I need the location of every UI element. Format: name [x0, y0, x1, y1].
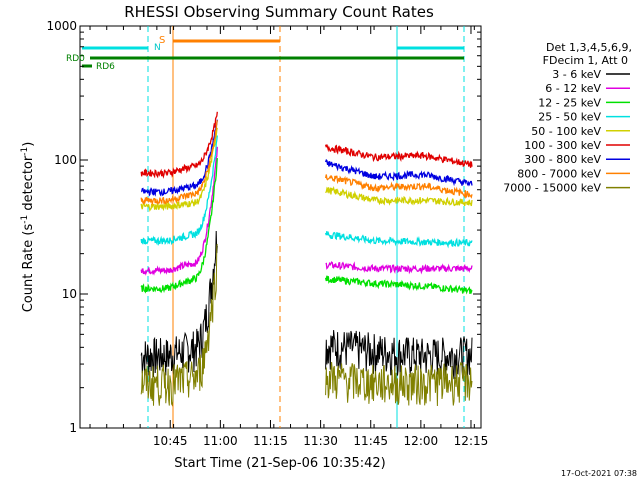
flag-label-rd0: RD0: [66, 54, 85, 64]
chart-title: RHESSI Observing Summary Count Rates: [124, 3, 434, 21]
x-tick-label: 12:15: [454, 434, 489, 448]
series-line-0: [140, 230, 473, 380]
series-line-6: [141, 119, 473, 197]
legend-label-2: 12 - 25 keV: [538, 96, 601, 109]
y-tick-label: 1: [69, 421, 77, 435]
timestamp: 17-Oct-2021 07:38: [561, 469, 637, 478]
series-line-7: [140, 120, 473, 207]
legend-label-6: 300 - 800 keV: [524, 153, 601, 166]
x-tick-label: 11:45: [353, 434, 388, 448]
x-tick-label: 11:15: [253, 434, 288, 448]
legend-header-line-2: FDecim 1, Att 0: [543, 54, 628, 67]
x-tick-label: 12:00: [404, 434, 439, 448]
legend-label-0: 3 - 6 keV: [552, 68, 601, 81]
y-tick-label: 1000: [46, 19, 77, 33]
series-line-1: [140, 146, 473, 276]
series-line-5: [140, 111, 473, 179]
legend-label-7: 800 - 7000 keV: [517, 167, 601, 180]
status-flags: [82, 39, 464, 68]
series-lines: [140, 111, 473, 407]
y-axis: 1 10 100 1000: [46, 19, 481, 435]
series-line-8: [140, 243, 473, 407]
x-tick-label: 10:45: [153, 434, 188, 448]
legend-header-line-1: Det 1,3,4,5,6,9,: [546, 41, 632, 54]
x-axis: 10:45 11:00 11:15 11:30 11:45 12:00 12:15: [89, 26, 489, 448]
flag-label-n: N: [154, 43, 161, 53]
y-tick-label: 10: [62, 287, 77, 301]
legend-label-4: 50 - 100 keV: [531, 125, 601, 138]
legend-label-3: 25 - 50 keV: [538, 111, 601, 124]
series-line-2: [140, 158, 473, 295]
x-tick-label: 11:00: [203, 434, 238, 448]
legend-label-1: 6 - 12 keV: [545, 82, 601, 95]
legend-label-8: 7000 - 15000 keV: [503, 182, 601, 195]
flag-label-rd6: RD6: [96, 62, 115, 72]
y-axis-label: Count Rate (s-1 detector-1): [20, 142, 36, 313]
x-tick-label: 11:30: [303, 434, 338, 448]
legend-label-5: 100 - 300 keV: [524, 139, 601, 152]
y-tick-label: 100: [54, 153, 77, 167]
flag-label-s: S: [159, 35, 165, 46]
series-line-3: [140, 135, 473, 249]
x-axis-label: Start Time (21-Sep-06 10:35:42): [174, 456, 385, 471]
series-line-4: [140, 127, 473, 212]
